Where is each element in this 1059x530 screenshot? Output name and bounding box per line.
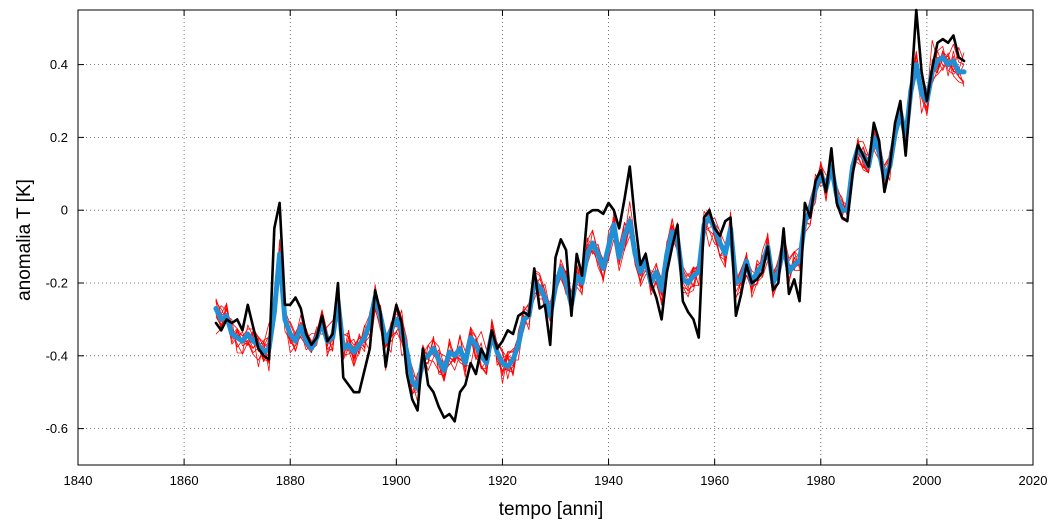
x-tick-label: 1880	[276, 473, 305, 488]
ensemble-runs	[215, 39, 965, 403]
x-tick-label: 1980	[806, 473, 835, 488]
x-tick-label: 1900	[382, 473, 411, 488]
x-tick-label: 2020	[1019, 473, 1048, 488]
x-tick-label: 1860	[170, 473, 199, 488]
tick-labels: 1840 1860 1880 1900 1920 1940 1960 1980 2000 2020…	[46, 57, 1048, 488]
y-tick-label: 0	[61, 203, 68, 218]
ensemble-run-line	[215, 43, 965, 385]
series-line	[214, 8, 966, 423]
x-tick-label: 1940	[594, 473, 623, 488]
x-tick-label: 1920	[488, 473, 517, 488]
grid-lines	[78, 10, 1033, 465]
y-tick-label: 0.2	[50, 130, 68, 145]
ensemble-run-line	[215, 51, 965, 381]
plot-frame	[77, 9, 1034, 466]
x-axis-label: tempo [anni]	[499, 499, 604, 520]
x-tick-label: 1840	[64, 473, 93, 488]
x-tick-label: 2000	[912, 473, 941, 488]
y-tick-label: -0.2	[46, 276, 68, 291]
y-tick-label: 0.4	[50, 57, 68, 72]
y-axis-label: anomalia T [K]	[14, 179, 35, 301]
data-series	[213, 8, 967, 423]
axes	[77, 9, 1034, 466]
y-tick-label: -0.6	[46, 421, 68, 436]
x-tick-label: 1960	[700, 473, 729, 488]
ensemble-run-line	[215, 46, 965, 385]
y-tick-label: -0.4	[46, 348, 68, 363]
